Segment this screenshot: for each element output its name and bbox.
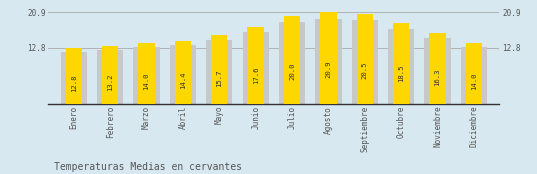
- Bar: [430, 33, 446, 104]
- Bar: [206, 40, 233, 104]
- Bar: [357, 14, 373, 104]
- Text: 20.0: 20.0: [289, 62, 295, 80]
- Text: 17.6: 17.6: [253, 66, 259, 84]
- Text: 14.0: 14.0: [471, 72, 477, 90]
- Bar: [315, 19, 342, 104]
- Bar: [352, 20, 378, 104]
- Bar: [279, 22, 305, 104]
- Text: 15.7: 15.7: [216, 69, 222, 87]
- Bar: [139, 43, 155, 104]
- Text: 16.3: 16.3: [434, 68, 440, 86]
- Bar: [284, 16, 300, 104]
- Bar: [461, 47, 487, 104]
- Text: 20.9: 20.9: [325, 61, 331, 78]
- Bar: [97, 50, 124, 104]
- Bar: [424, 38, 451, 104]
- Bar: [466, 43, 482, 104]
- Bar: [102, 46, 118, 104]
- Bar: [134, 47, 159, 104]
- Bar: [61, 52, 87, 104]
- Bar: [393, 23, 409, 104]
- Bar: [66, 48, 82, 104]
- Text: 20.5: 20.5: [362, 61, 368, 79]
- Text: 13.2: 13.2: [107, 74, 113, 91]
- Bar: [243, 32, 269, 104]
- Bar: [388, 29, 414, 104]
- Text: 14.4: 14.4: [180, 72, 186, 89]
- Bar: [320, 12, 337, 104]
- Bar: [211, 35, 228, 104]
- Bar: [175, 41, 191, 104]
- Text: Temperaturas Medias en cervantes: Temperaturas Medias en cervantes: [54, 162, 242, 172]
- Text: 12.8: 12.8: [71, 74, 77, 92]
- Text: 14.0: 14.0: [143, 72, 149, 90]
- Bar: [170, 45, 196, 104]
- Bar: [248, 27, 264, 104]
- Text: 18.5: 18.5: [398, 65, 404, 82]
